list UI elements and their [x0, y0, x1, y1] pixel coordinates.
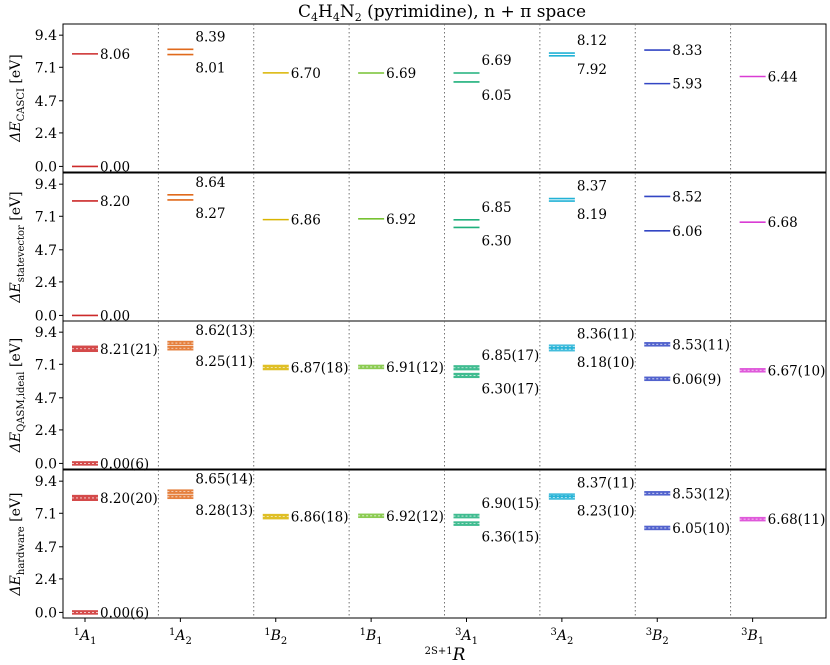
- x-axis-label: 2S+1R: [425, 645, 466, 665]
- panels: 0.0 2.4 4.7 7.1 9.4 ΔECASCI [eV] 8.06 0.00 8.39 8…: [8, 23, 827, 621]
- level-label: 0.00: [100, 159, 130, 175]
- x-tick-label: 1B1: [360, 627, 383, 647]
- y-tick-label: 0.0: [35, 308, 57, 324]
- level-label: 8.20(20): [100, 491, 158, 507]
- y-tick-label: 7.1: [35, 209, 57, 225]
- level-label: 6.05: [482, 88, 512, 104]
- y-tick-label: 2.4: [35, 572, 57, 588]
- y-tick-label: 9.4: [35, 28, 57, 44]
- y-tick-label: 0.0: [35, 605, 57, 621]
- level-label: 8.64: [195, 175, 225, 191]
- x-tick-label: 1A1: [74, 627, 97, 647]
- level-label: 0.00(6): [100, 456, 149, 472]
- level-label: 8.19: [577, 207, 607, 223]
- x-tick-label: 3A2: [550, 627, 573, 647]
- y-axis-label: ΔECASCI [eV]: [8, 54, 27, 142]
- level-label: 8.37(11): [577, 476, 635, 492]
- level-label: 8.06: [100, 47, 130, 63]
- level-label: 6.06(9): [672, 372, 721, 388]
- level-label: 6.30(17): [482, 381, 540, 397]
- y-tick-label: 4.7: [35, 540, 57, 556]
- y-tick-label: 4.7: [35, 243, 57, 259]
- y-tick-label: 4.7: [35, 94, 57, 110]
- level-label: 6.92: [386, 212, 416, 228]
- y-axis-label: ΔEQASM,ideal [eV]: [8, 338, 27, 454]
- level-label: 6.06: [672, 224, 702, 240]
- x-tick-label: 1B2: [264, 627, 287, 647]
- y-axis-label: ΔEstatevector [eV]: [8, 191, 27, 303]
- level-label: 8.27: [195, 206, 225, 222]
- level-label: 6.44: [768, 69, 798, 85]
- level-label: 6.68(11): [768, 512, 826, 528]
- level-label: 6.69: [482, 53, 512, 69]
- y-tick-label: 7.1: [35, 506, 57, 522]
- level-label: 8.37: [577, 179, 607, 195]
- level-label: 8.53(11): [672, 337, 730, 353]
- x-axis: 1A1 1A2 1B2 1B1 3A1 3A2 3B2 3B1: [74, 618, 764, 647]
- level-label: 8.53(12): [672, 486, 730, 502]
- level-label: 8.12: [577, 33, 607, 49]
- x-tick-label: 3A1: [455, 627, 478, 647]
- level-label: 8.39: [195, 29, 225, 45]
- panel: 0.0 2.4 4.7 7.1 9.4 ΔEQASM,ideal [eV] 8.21(21)…: [8, 320, 827, 472]
- y-axis-label: ΔEhardware [eV]: [8, 493, 27, 597]
- level-label: 0.00: [100, 308, 130, 324]
- panel: 0.0 2.4 4.7 7.1 9.4 ΔEstatevector [eV] 8.20 0.0…: [8, 172, 827, 324]
- y-tick-label: 7.1: [35, 357, 57, 373]
- y-tick-label: 2.4: [35, 423, 57, 439]
- level-label: 6.85(17): [482, 348, 540, 364]
- level-label: 0.00(6): [100, 605, 149, 621]
- level-label: 6.86: [291, 213, 321, 229]
- panel: 0.0 2.4 4.7 7.1 9.4 ΔEhardware [eV] 8.20(20) 0.…: [8, 469, 827, 621]
- level-label: 6.92(12): [386, 509, 444, 525]
- y-tick-label: 9.4: [35, 474, 57, 490]
- level-label: 6.69: [386, 66, 416, 82]
- level-label: 8.65(14): [195, 472, 253, 488]
- y-tick-label: 9.4: [35, 177, 57, 193]
- level-label: 8.36(11): [577, 327, 635, 343]
- level-label: 8.25(11): [195, 354, 253, 370]
- level-label: 8.18(10): [577, 355, 635, 371]
- y-tick-label: 2.4: [35, 126, 57, 142]
- level-label: 8.01: [195, 61, 225, 77]
- level-label: 6.85: [482, 200, 512, 216]
- level-label: 5.93: [672, 77, 702, 93]
- level-label: 7.92: [577, 62, 607, 78]
- y-tick-label: 7.1: [35, 60, 57, 76]
- panel: 0.0 2.4 4.7 7.1 9.4 ΔECASCI [eV] 8.06 0.00 8.39 8…: [8, 23, 827, 175]
- level-label: 6.68: [768, 215, 798, 231]
- chart-title: C4H4N2 (pyrimidine), n + π space: [298, 2, 586, 24]
- level-label: 6.91(12): [386, 360, 444, 376]
- level-label: 6.30: [482, 233, 512, 249]
- x-tick-label: 3B1: [741, 627, 764, 647]
- level-label: 6.36(15): [482, 530, 540, 546]
- level-label: 6.86(18): [291, 510, 349, 526]
- level-label: 8.20: [100, 194, 130, 210]
- y-tick-label: 2.4: [35, 275, 57, 291]
- level-label: 8.21(21): [100, 342, 158, 358]
- x-tick-label: 1A2: [169, 627, 192, 647]
- level-label: 8.33: [672, 43, 702, 59]
- level-label: 8.52: [672, 189, 702, 205]
- y-tick-label: 0.0: [35, 159, 57, 175]
- y-tick-label: 4.7: [35, 391, 57, 407]
- level-label: 6.87(18): [291, 360, 349, 376]
- level-label: 8.62(13): [195, 323, 253, 339]
- level-label: 8.28(13): [195, 503, 253, 519]
- y-tick-label: 0.0: [35, 456, 57, 472]
- panel-frame: [62, 23, 827, 173]
- level-label: 8.23(10): [577, 504, 635, 520]
- level-label: 6.05(10): [672, 521, 730, 537]
- level-label: 6.70: [291, 66, 321, 82]
- level-label: 6.67(10): [768, 363, 826, 379]
- x-tick-label: 3B2: [646, 627, 669, 647]
- y-tick-label: 9.4: [35, 325, 57, 341]
- level-label: 6.90(15): [482, 496, 540, 512]
